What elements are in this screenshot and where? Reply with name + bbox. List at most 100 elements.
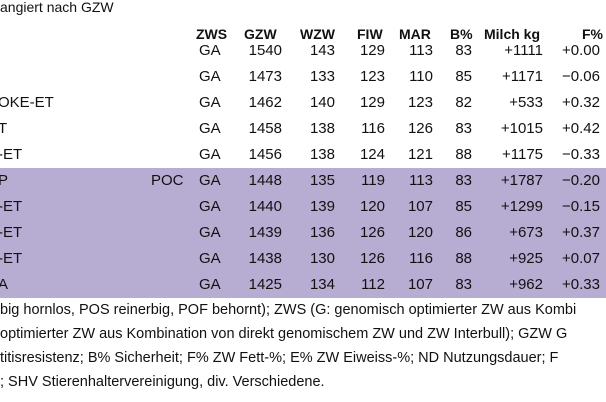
cell-zws: GA <box>199 250 221 267</box>
cell-mar: 113 <box>409 42 433 59</box>
cell-name: A <box>0 276 9 293</box>
cell-gzw: 1473 <box>248 68 282 85</box>
cell-f-percent: −0.15 <box>562 198 600 215</box>
column-header-wzw: WZW <box>300 26 335 42</box>
cell-f-percent: +0.42 <box>562 120 600 137</box>
cell-zws: GA <box>199 42 221 59</box>
cell-wzw: 135 <box>309 172 335 189</box>
cell-f-percent: +0.00 <box>562 42 600 59</box>
cell-wzw: 138 <box>309 146 335 163</box>
cell-zws: GA <box>199 276 221 293</box>
footnote-line: optimierter ZW aus Kombination von direk… <box>0 326 568 342</box>
cell-zws: GA <box>199 224 221 241</box>
table-row: -ET GA 1440 139 120 107 85 +1299 −0.15 <box>0 194 606 220</box>
table-row: -ET GA 1438 130 126 116 88 +925 +0.07 <box>0 246 606 272</box>
cell-gzw: 1438 <box>248 250 282 267</box>
cell-name: -ET <box>0 198 23 215</box>
cell-f-percent: +0.07 <box>562 250 600 267</box>
table-row: -ET GA 1439 136 126 120 86 +673 +0.37 <box>0 220 606 246</box>
cell-name: -ET <box>0 146 23 163</box>
cell-f-percent: −0.06 <box>562 68 600 85</box>
cell-gzw: 1462 <box>248 94 282 111</box>
cell-zws: GA <box>199 120 221 137</box>
cell-fiw: 112 <box>361 276 385 293</box>
cell-b-percent: 83 <box>455 276 472 293</box>
footnote-block: big hornlos, POS reinerbig, POF behornt)… <box>0 298 606 394</box>
table-row: A GA 1425 134 112 107 83 +962 +0.33 <box>0 272 606 298</box>
cell-name: -ET <box>0 250 23 267</box>
cell-mar: 107 <box>407 276 433 293</box>
cell-mar: 126 <box>407 120 433 137</box>
cell-fiw: 120 <box>359 198 385 215</box>
column-header-b-percent: B% <box>450 26 473 42</box>
table-row: T GA 1458 138 116 126 83 +1015 +0.42 <box>0 116 606 142</box>
cell-b-percent: 88 <box>455 146 472 163</box>
cell-zws: GA <box>199 172 221 189</box>
cell-fiw: 126 <box>359 224 385 241</box>
cell-milch-kg: +1015 <box>500 120 543 137</box>
cell-wzw: 140 <box>309 94 335 111</box>
cell-f-percent: +0.33 <box>562 276 600 293</box>
cell-b-percent: 83 <box>455 172 472 189</box>
table-row: -ET GA 1456 138 124 121 88 +1175 −0.33 <box>0 142 606 168</box>
cell-f-percent: −0.33 <box>562 146 600 163</box>
cell-fiw: 129 <box>359 42 385 59</box>
table-row: GA 1473 133 123 110 85 +1171 −0.06 <box>0 64 606 90</box>
column-header-milch-kg: Milch kg <box>484 26 541 42</box>
cell-fiw: 126 <box>359 250 385 267</box>
cell-milch-kg: +1175 <box>501 146 543 163</box>
table-row: GA 1540 143 129 113 83 +1111 +0.00 <box>0 38 606 64</box>
cell-name: P <box>0 172 9 189</box>
cell-mar: 120 <box>407 224 433 241</box>
column-header-f-percent: F% <box>582 26 603 42</box>
cell-gzw: 1439 <box>248 224 282 241</box>
cell-gzw: 1425 <box>248 276 282 293</box>
cell-fiw: 123 <box>359 68 385 85</box>
cell-name: -ET <box>0 224 23 241</box>
cell-fiw: 119 <box>361 172 385 189</box>
cell-poc: POC <box>151 172 184 189</box>
cell-milch-kg: +533 <box>509 94 543 111</box>
cell-b-percent: 85 <box>455 68 472 85</box>
table-row: P POC GA 1448 135 119 113 83 +1787 −0.20 <box>0 168 606 194</box>
cell-zws: GA <box>199 198 221 215</box>
cell-b-percent: 83 <box>455 120 472 137</box>
cell-f-percent: +0.37 <box>562 224 600 241</box>
cell-b-percent: 86 <box>455 224 472 241</box>
table-title: angiert nach GZW <box>0 0 114 15</box>
cell-wzw: 139 <box>309 198 335 215</box>
column-header-fiw: FIW <box>357 26 383 42</box>
footnote-line: ; SHV Stierenhaltervereinigung, div. Ver… <box>0 374 325 390</box>
cell-mar: 113 <box>409 172 433 189</box>
cell-wzw: 133 <box>309 68 335 85</box>
cell-fiw: 124 <box>359 146 385 163</box>
cell-fiw: 129 <box>359 94 385 111</box>
cell-wzw: 138 <box>309 120 335 137</box>
cell-wzw: 134 <box>309 276 335 293</box>
cell-f-percent: +0.32 <box>562 94 600 111</box>
cell-zws: GA <box>199 146 221 163</box>
footnote-line: big hornlos, POS reinerbig, POF behornt)… <box>0 302 577 318</box>
data-table-body: GA 1540 143 129 113 83 +1111 +0.00 GA 14… <box>0 38 606 298</box>
column-header-zws: ZWS <box>196 26 228 42</box>
cell-mar: 110 <box>409 68 433 85</box>
cell-milch-kg: +673 <box>509 224 543 241</box>
table-row: OKE-ET GA 1462 140 129 123 82 +533 +0.32 <box>0 90 606 116</box>
cell-fiw: 116 <box>361 120 385 137</box>
cell-b-percent: 85 <box>455 198 472 215</box>
cell-milch-kg: +925 <box>509 250 543 267</box>
column-header-gzw: GZW <box>244 26 277 42</box>
cell-milch-kg: +1299 <box>500 198 543 215</box>
cell-b-percent: 88 <box>455 250 472 267</box>
cell-mar: 116 <box>409 250 433 267</box>
cell-wzw: 130 <box>309 250 335 267</box>
cell-gzw: 1456 <box>248 146 282 163</box>
cell-b-percent: 82 <box>455 94 472 111</box>
cell-gzw: 1540 <box>248 42 282 59</box>
cell-milch-kg: +1171 <box>501 68 543 85</box>
cell-wzw: 136 <box>309 224 335 241</box>
cell-milch-kg: +1111 <box>504 42 543 59</box>
cell-milch-kg: +1787 <box>500 172 543 189</box>
cell-mar: 121 <box>407 146 433 163</box>
cell-mar: 107 <box>407 198 433 215</box>
